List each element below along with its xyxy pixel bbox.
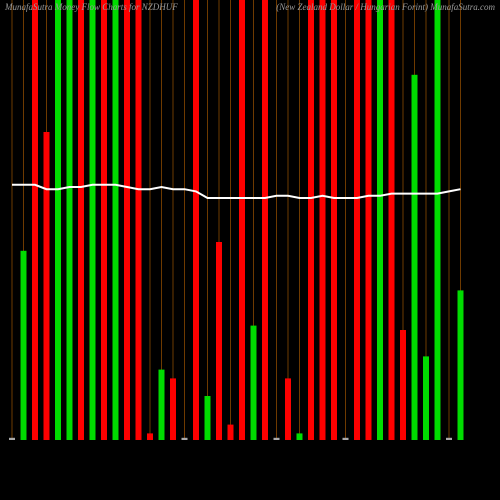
bar: [32, 0, 38, 440]
bar: [101, 0, 107, 440]
bar: [331, 0, 337, 440]
bar: [9, 437, 15, 440]
bar: [204, 396, 211, 440]
bar: [124, 0, 130, 440]
bar: [78, 0, 84, 440]
bar: [239, 0, 245, 440]
bar: [112, 0, 119, 440]
chart-subtitle: (New Zealand Dollar / Hungarian Forint) …: [276, 2, 495, 12]
bar: [434, 0, 441, 440]
bar: [250, 325, 257, 440]
bar: [365, 0, 372, 440]
bar: [285, 378, 291, 440]
bar: [66, 0, 73, 440]
bar: [457, 290, 464, 440]
bar: [227, 424, 234, 440]
bar: [147, 433, 153, 440]
bar: [135, 0, 142, 440]
bar: [181, 437, 188, 440]
bar: [273, 437, 280, 440]
bar: [342, 437, 349, 440]
bar: [43, 132, 50, 440]
bar: [193, 0, 199, 440]
bar: [55, 0, 61, 440]
bar: [296, 433, 303, 440]
bar: [216, 242, 222, 440]
price-line: [12, 183, 461, 199]
chart-title: MunafaSutra Money Flow Charts for NZDHUF: [4, 2, 178, 12]
bar: [354, 0, 360, 440]
bar: [158, 369, 165, 440]
bar: [400, 330, 406, 440]
bar: [423, 356, 429, 440]
bar: [170, 378, 176, 440]
bar: [89, 0, 96, 440]
bar: [262, 0, 268, 440]
bar: [411, 74, 418, 441]
bar: [20, 250, 27, 440]
bar: [319, 0, 326, 440]
bar: [308, 0, 314, 440]
bar: [377, 0, 383, 440]
bar: [446, 437, 452, 440]
bar: [388, 0, 395, 440]
